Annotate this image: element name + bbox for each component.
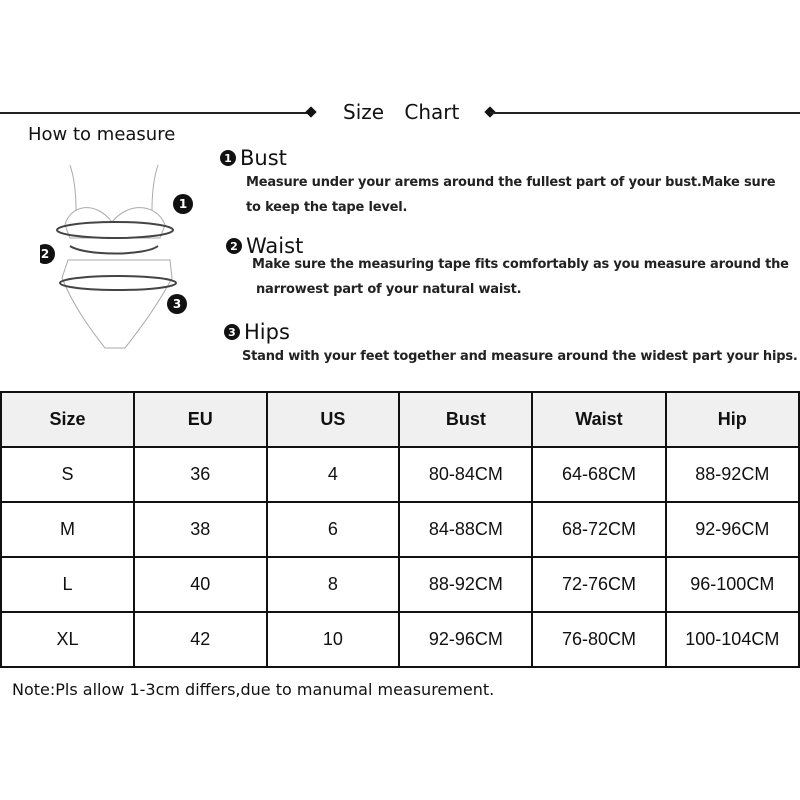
table-cell: XL [0,611,135,668]
title-rule-right [490,112,800,114]
table-cell: L [0,556,135,613]
table-header-row: Size EU US Bust Waist Hip [0,391,800,448]
title-rule-left [0,112,312,114]
table-cell: 72-76CM [531,556,667,613]
col-header: Size [0,391,135,448]
table-cell: M [0,501,135,558]
table-cell: 68-72CM [531,501,667,558]
section-text: to keep the tape level. [246,200,408,215]
number-2-icon: 2 [226,238,242,254]
page-title: Size Chart [343,100,460,124]
table-cell: 4 [265,446,401,503]
marker-2: 2 [41,247,49,261]
table-cell: 10 [265,611,401,668]
bikini-measure-illustration: 1 2 3 [40,164,193,349]
col-header: Waist [531,391,667,448]
section-text: Measure under your arems around the full… [246,175,776,190]
how-to-measure-label: How to measure [28,124,176,145]
section-heading: Hips [244,320,290,344]
table-cell: 42 [132,611,268,668]
table-cell: 36 [132,446,268,503]
table-cell: 92-96CM [398,611,534,668]
table-cell: S [0,446,135,503]
table-row: L 40 8 88-92CM 72-76CM 96-100CM [0,556,800,613]
col-header: US [265,391,401,448]
table-cell: 76-80CM [531,611,667,668]
section-text: Make sure the measuring tape fits comfor… [252,257,789,272]
table-cell: 96-100CM [664,556,800,613]
table-cell: 38 [132,501,268,558]
table-cell: 80-84CM [398,446,534,503]
number-3-icon: 3 [224,324,240,340]
section-hips: 3 Hips Stand with your feet together and … [224,320,798,369]
marker-1: 1 [179,197,187,211]
table-row: S 36 4 80-84CM 64-68CM 88-92CM [0,446,800,503]
marker-3: 3 [173,297,181,311]
size-table: Size EU US Bust Waist Hip S 36 4 80-84CM 64-… [0,391,800,668]
table-cell: 84-88CM [398,501,534,558]
col-header: Hip [664,391,800,448]
section-heading: Waist [246,234,304,258]
figure-markers: 1 2 3 [40,194,193,314]
number-1-icon: 1 [220,150,236,166]
note-text: Note:Pls allow 1-3cm differs,due to manu… [12,680,495,699]
table-cell: 40 [132,556,268,613]
table-cell: 88-92CM [398,556,534,613]
table-row: M 38 6 84-88CM 68-72CM 92-96CM [0,501,800,558]
table-cell: 100-104CM [664,611,800,668]
table-cell: 6 [265,501,401,558]
table-cell: 8 [265,556,401,613]
section-text: Stand with your feet together and measur… [242,349,798,364]
table-cell: 64-68CM [531,446,667,503]
section-bust: 1 Bust Measure under your arems around th… [220,146,776,220]
section-text: narrowest part of your natural waist. [256,282,522,297]
section-heading: Bust [240,146,287,170]
table-cell: 92-96CM [664,501,800,558]
col-header: Bust [398,391,534,448]
diamond-icon [305,106,317,118]
col-header: EU [132,391,268,448]
section-waist: 2 Waist Make sure the measuring tape fits… [226,234,789,302]
table-cell: 88-92CM [664,446,800,503]
table-row: XL 42 10 92-96CM 76-80CM 100-104CM [0,611,800,668]
